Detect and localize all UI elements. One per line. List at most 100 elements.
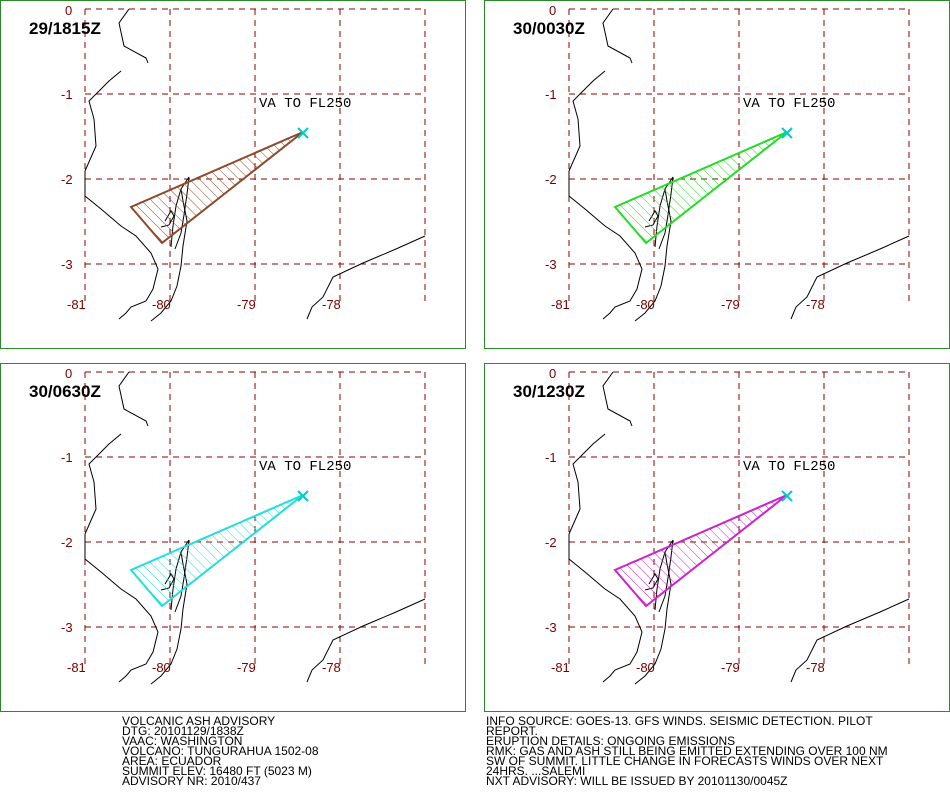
coast-west-bay <box>568 70 606 172</box>
forecast-panel-3: 0 -1 -2 -3 -81 -80 -79 -78 30/0630Z VA T… <box>0 363 466 712</box>
advisory-header-text: VOLCANIC ASH ADVISORY DTG: 20101129/1838Z… <box>122 714 319 788</box>
panel-time-label: 30/0630Z <box>29 382 101 401</box>
advisory-remarks-line: RMK: GAS AND ASH STILL BEING EMITTED EXT… <box>486 744 888 758</box>
svg-text:-78: -78 <box>322 660 341 675</box>
forecast-panel-1: 0 -1 -2 -3 -81 -80 -79 -78 29/1815Z VA T… <box>0 0 466 349</box>
forecast-panel-4: 0 -1 -2 -3 -81 -80 -79 -78 30/1230Z VA T… <box>484 363 950 712</box>
svg-text:-81: -81 <box>551 660 570 675</box>
advisory-header-line: VAAC: WASHINGTON <box>122 734 243 748</box>
svg-text:-78: -78 <box>806 297 825 312</box>
svg-text:-80: -80 <box>152 297 171 312</box>
advisory-remarks-line: 24HRS. ...SALEMI <box>486 764 586 778</box>
graticule <box>84 371 426 664</box>
va-level-label: VA TO FL250 <box>259 459 352 475</box>
svg-text:-79: -79 <box>237 297 256 312</box>
volcano-marker-icon <box>297 490 309 502</box>
ash-polygon-fill <box>615 495 787 606</box>
coast-main <box>84 171 159 320</box>
graticule <box>568 371 910 664</box>
svg-text:-81: -81 <box>67 660 86 675</box>
svg-text:-3: -3 <box>545 257 557 272</box>
coast-southeast <box>306 235 426 320</box>
svg-text:0: 0 <box>65 366 72 381</box>
advisory-remarks-line: SW OF SUMMIT. LITTLE CHANGE IN FORECASTS… <box>486 754 884 768</box>
svg-text:-1: -1 <box>61 450 73 465</box>
coast-main <box>84 534 159 683</box>
volcano-marker-icon <box>781 490 793 502</box>
ash-polygon-fill <box>131 132 303 243</box>
ash-polygon-outline <box>613 131 788 245</box>
svg-text:-1: -1 <box>545 450 557 465</box>
panel-time-label: 29/1815Z <box>29 19 101 38</box>
advisory-header-line: AREA: ECUADOR <box>122 754 222 768</box>
coast-main <box>568 534 643 683</box>
svg-text:-79: -79 <box>721 297 740 312</box>
grid-labels: 0 -1 -2 -3 -81 -80 -79 -78 <box>545 3 825 312</box>
svg-text:-1: -1 <box>61 87 73 102</box>
advisory-header-line: DTG: 20101129/1838Z <box>122 724 244 738</box>
coast-southeast <box>306 598 426 683</box>
svg-text:-78: -78 <box>806 660 825 675</box>
advisory-header-line: SUMMIT ELEV: 16480 FT (5023 M) <box>122 764 312 778</box>
svg-text:-78: -78 <box>322 297 341 312</box>
va-level-label: VA TO FL250 <box>743 459 836 475</box>
advisory-remarks-line: NXT ADVISORY: WILL BE ISSUED BY 20101130… <box>486 774 788 788</box>
svg-text:0: 0 <box>549 3 556 18</box>
volcano-marker-icon <box>781 127 793 139</box>
map-canvas: 0 -1 -2 -3 -81 -80 -79 -78 <box>545 366 910 685</box>
panel-time-label: 30/0030Z <box>513 19 585 38</box>
map-canvas: 0 -1 -2 -3 -81 -80 -79 -78 <box>61 366 426 685</box>
coast-west-bay <box>568 433 606 535</box>
coast-southeast <box>790 598 910 683</box>
ash-polygon-fill <box>131 495 303 606</box>
map-canvas: 0 -1 -2 -3 -81 -80 -79 -78 <box>61 3 426 322</box>
grid-labels: 0 -1 -2 -3 -81 -80 -79 -78 <box>61 3 341 312</box>
advisory-remarks-line: REPORT. <box>486 724 538 738</box>
coast-southeast <box>790 235 910 320</box>
svg-text:-79: -79 <box>721 660 740 675</box>
advisory-header-line: VOLCANO: TUNGURAHUA 1502-08 <box>122 744 319 758</box>
ash-polygon-outline <box>129 494 304 608</box>
advisory-remarks-text: INFO SOURCE: GOES-13. GFS WINDS. SEISMIC… <box>486 714 888 788</box>
panel-time-label: 30/1230Z <box>513 382 585 401</box>
coast-north <box>118 371 149 427</box>
volcano-marker-icon <box>297 127 309 139</box>
grid-labels: 0 -1 -2 -3 -81 -80 -79 -78 <box>545 366 825 675</box>
svg-text:-80: -80 <box>636 297 655 312</box>
grid-labels: 0 -1 -2 -3 -81 -80 -79 -78 <box>61 366 341 675</box>
coastline <box>84 371 426 685</box>
svg-text:-3: -3 <box>545 620 557 635</box>
coast-west-bay <box>84 433 122 535</box>
svg-text:-2: -2 <box>545 172 557 187</box>
coast-north <box>118 8 149 64</box>
graticule <box>84 8 426 301</box>
svg-text:-81: -81 <box>551 297 570 312</box>
ash-polygon-outline <box>129 131 304 245</box>
svg-text:-80: -80 <box>152 660 171 675</box>
coast-north <box>602 8 633 64</box>
coast-main <box>568 171 643 320</box>
ash-polygon-outline <box>613 494 788 608</box>
va-level-label: VA TO FL250 <box>259 96 352 112</box>
svg-text:-2: -2 <box>61 172 73 187</box>
svg-text:-2: -2 <box>61 535 73 550</box>
svg-text:-3: -3 <box>61 257 73 272</box>
svg-text:0: 0 <box>65 3 72 18</box>
coast-west-bay <box>84 70 122 172</box>
svg-text:-81: -81 <box>67 297 86 312</box>
map-canvas: 0 -1 -2 -3 -81 -80 -79 -78 <box>545 3 910 322</box>
svg-text:-3: -3 <box>61 620 73 635</box>
svg-text:0: 0 <box>549 366 556 381</box>
svg-text:-1: -1 <box>545 87 557 102</box>
advisory-header-line: ADVISORY NR: 2010/437 <box>122 774 261 788</box>
svg-text:-2: -2 <box>545 535 557 550</box>
coast-north <box>602 371 633 427</box>
svg-text:-79: -79 <box>237 660 256 675</box>
ash-polygon-fill <box>615 132 787 243</box>
advisory-remarks-line: INFO SOURCE: GOES-13. GFS WINDS. SEISMIC… <box>486 714 873 728</box>
advisory-header-line: VOLCANIC ASH ADVISORY <box>122 714 276 728</box>
va-level-label: VA TO FL250 <box>743 96 836 112</box>
forecast-panel-2: 0 -1 -2 -3 -81 -80 -79 -78 30/0030Z VA T… <box>484 0 950 349</box>
svg-text:-80: -80 <box>636 660 655 675</box>
advisory-remarks-line: ERUPTION DETAILS: ONGOING EMISSIONS <box>486 734 736 748</box>
